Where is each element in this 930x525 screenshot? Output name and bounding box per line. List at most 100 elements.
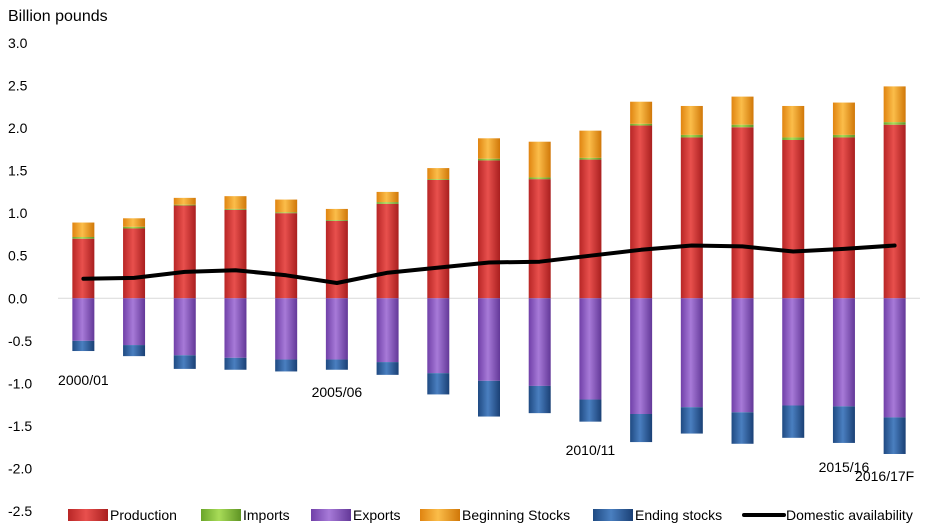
bar-ending-stocks-6	[376, 362, 399, 375]
y-tick-label: -0.5	[8, 333, 32, 349]
bar-beginning-stocks-0	[72, 222, 95, 238]
bar-ending-stocks-15	[832, 406, 855, 443]
bar-beginning-stocks-12	[680, 105, 703, 135]
bar-exports-3	[224, 298, 247, 358]
bar-imports-2	[173, 204, 196, 206]
y-tick-label: -1.0	[8, 375, 32, 391]
legend-swatch-production	[68, 509, 108, 521]
bar-exports-13	[731, 298, 754, 413]
legend-label-imports: Imports	[243, 507, 290, 523]
bar-imports-7	[427, 179, 450, 180]
bar-beginning-stocks-10	[579, 130, 602, 158]
bar-exports-15	[832, 298, 855, 407]
legend-label-beginning-stocks: Beginning Stocks	[462, 507, 570, 523]
bar-imports-14	[782, 137, 805, 141]
bar-production-7	[427, 179, 450, 299]
bar-ending-stocks-13	[731, 412, 754, 444]
legend-swatch-exports	[311, 509, 351, 521]
bar-ending-stocks-12	[680, 407, 703, 434]
bar-production-12	[680, 137, 703, 299]
legend: Production Imports Exports Beginning Stocks…	[68, 507, 913, 523]
legend-swatch-imports	[201, 509, 241, 521]
bar-ending-stocks-8	[478, 380, 500, 417]
bar-exports-8	[478, 298, 500, 381]
bar-production-6	[376, 203, 399, 299]
bar-production-10	[579, 159, 602, 299]
bar-beginning-stocks-16	[883, 86, 906, 123]
legend-label-exports: Exports	[353, 507, 400, 523]
bar-beginning-stocks-4	[275, 199, 298, 213]
bar-exports-1	[123, 298, 146, 346]
bar-exports-5	[325, 298, 348, 360]
bar-production-0	[72, 238, 95, 299]
bar-imports-11	[630, 123, 653, 126]
bar-exports-9	[528, 298, 551, 386]
bar-imports-13	[731, 124, 754, 128]
bar-ending-stocks-16	[883, 417, 906, 454]
legend-label-ending-stocks: Ending stocks	[635, 507, 722, 523]
bar-beginning-stocks-1	[123, 218, 146, 227]
bar-ending-stocks-4	[275, 359, 298, 372]
bar-production-1	[123, 228, 146, 299]
bar-ending-stocks-11	[630, 413, 653, 443]
bar-production-16	[883, 124, 906, 299]
bar-production-2	[173, 205, 196, 299]
bar-exports-0	[72, 298, 95, 341]
bar-ending-stocks-10	[579, 399, 602, 422]
bar-exports-11	[630, 298, 653, 414]
bar-beginning-stocks-2	[173, 197, 196, 205]
bar-beginning-stocks-15	[832, 102, 855, 135]
y-tick-label: 2.0	[8, 120, 28, 136]
bar-imports-10	[579, 157, 602, 160]
y-tick-label: 1.0	[8, 205, 28, 221]
bar-exports-12	[680, 298, 703, 408]
bar-exports-16	[883, 298, 906, 418]
bar-beginning-stocks-6	[376, 191, 399, 203]
bar-exports-14	[782, 298, 805, 406]
bar-imports-1	[123, 226, 146, 229]
bar-imports-15	[832, 134, 855, 138]
bar-production-4	[275, 213, 298, 299]
bar-imports-8	[478, 158, 500, 161]
bar-ending-stocks-9	[528, 385, 551, 414]
bar-exports-7	[427, 298, 450, 374]
bar-ending-stocks-2	[173, 355, 196, 369]
y-axis-ticks: 3.0 2.5 2.0 1.5 1.0 0.5 0.0 -0.5 -1.0 -1.5 -2.0 -2.…	[8, 35, 32, 519]
legend-swatch-ending-stocks	[593, 509, 633, 521]
bar-production-11	[630, 125, 653, 299]
bar-production-14	[782, 140, 805, 299]
bar-production-3	[224, 209, 247, 299]
domestic-availability-line	[81, 243, 897, 285]
y-tick-label: 2.5	[8, 78, 28, 94]
bar-ending-stocks-14	[782, 405, 805, 438]
bar-production-5	[325, 220, 348, 299]
bar-imports-16	[883, 122, 906, 125]
bar-beginning-stocks-11	[630, 101, 653, 124]
bar-production-9	[528, 179, 551, 299]
bar-imports-0	[72, 237, 95, 239]
bar-exports-4	[275, 298, 298, 360]
y-tick-label: -2.0	[8, 460, 32, 476]
y-tick-label: 1.5	[8, 163, 28, 179]
legend-swatch-beginning-stocks	[420, 509, 460, 521]
bar-ending-stocks-7	[427, 373, 450, 395]
bar-beginning-stocks-14	[782, 105, 805, 138]
bar-beginning-stocks-9	[528, 141, 551, 178]
bar-ending-stocks-0	[72, 340, 95, 352]
legend-label-production: Production	[110, 507, 177, 523]
y-tick-label: 3.0	[8, 35, 28, 51]
bar-production-13	[731, 127, 754, 299]
y-tick-label: 0.5	[8, 248, 28, 264]
category-label: 2016/17F	[855, 468, 914, 484]
bar-production-8	[478, 160, 500, 299]
bar-ending-stocks-5	[325, 359, 348, 370]
bar-exports-6	[376, 298, 399, 363]
y-axis-label: Billion pounds	[8, 8, 108, 25]
bar-imports-9	[528, 177, 551, 180]
bar-imports-4	[275, 212, 298, 214]
bar-exports-2	[173, 298, 196, 356]
legend-label-domestic-availability: Domestic availability	[786, 507, 913, 523]
category-label: 2015/16	[819, 459, 870, 475]
